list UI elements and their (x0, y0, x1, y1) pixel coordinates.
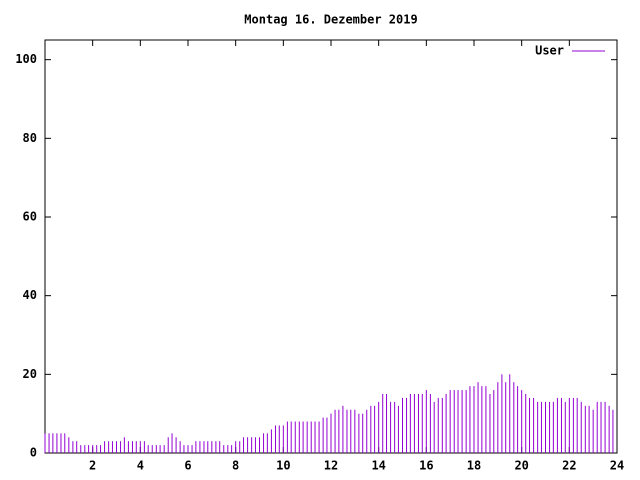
y-tick-label: 80 (23, 131, 37, 145)
x-tick-label: 24 (610, 459, 624, 473)
x-tick-label: 10 (276, 459, 290, 473)
y-tick-label: 100 (15, 52, 37, 66)
y-tick-label: 0 (30, 446, 37, 460)
x-tick-label: 18 (467, 459, 481, 473)
x-tick-label: 8 (232, 459, 239, 473)
x-tick-label: 2 (89, 459, 96, 473)
x-tick-label: 4 (137, 459, 144, 473)
y-tick-label: 20 (23, 367, 37, 381)
x-tick-label: 6 (184, 459, 191, 473)
legend-label: User (535, 44, 564, 58)
x-tick-label: 14 (371, 459, 385, 473)
x-tick-label: 20 (514, 459, 528, 473)
x-tick-label: 22 (562, 459, 576, 473)
y-tick-label: 40 (23, 288, 37, 302)
x-tick-label: 12 (324, 459, 338, 473)
y-tick-label: 60 (23, 210, 37, 224)
x-tick-label: 16 (419, 459, 433, 473)
chart-title: Montag 16. Dezember 2019 (244, 13, 417, 27)
